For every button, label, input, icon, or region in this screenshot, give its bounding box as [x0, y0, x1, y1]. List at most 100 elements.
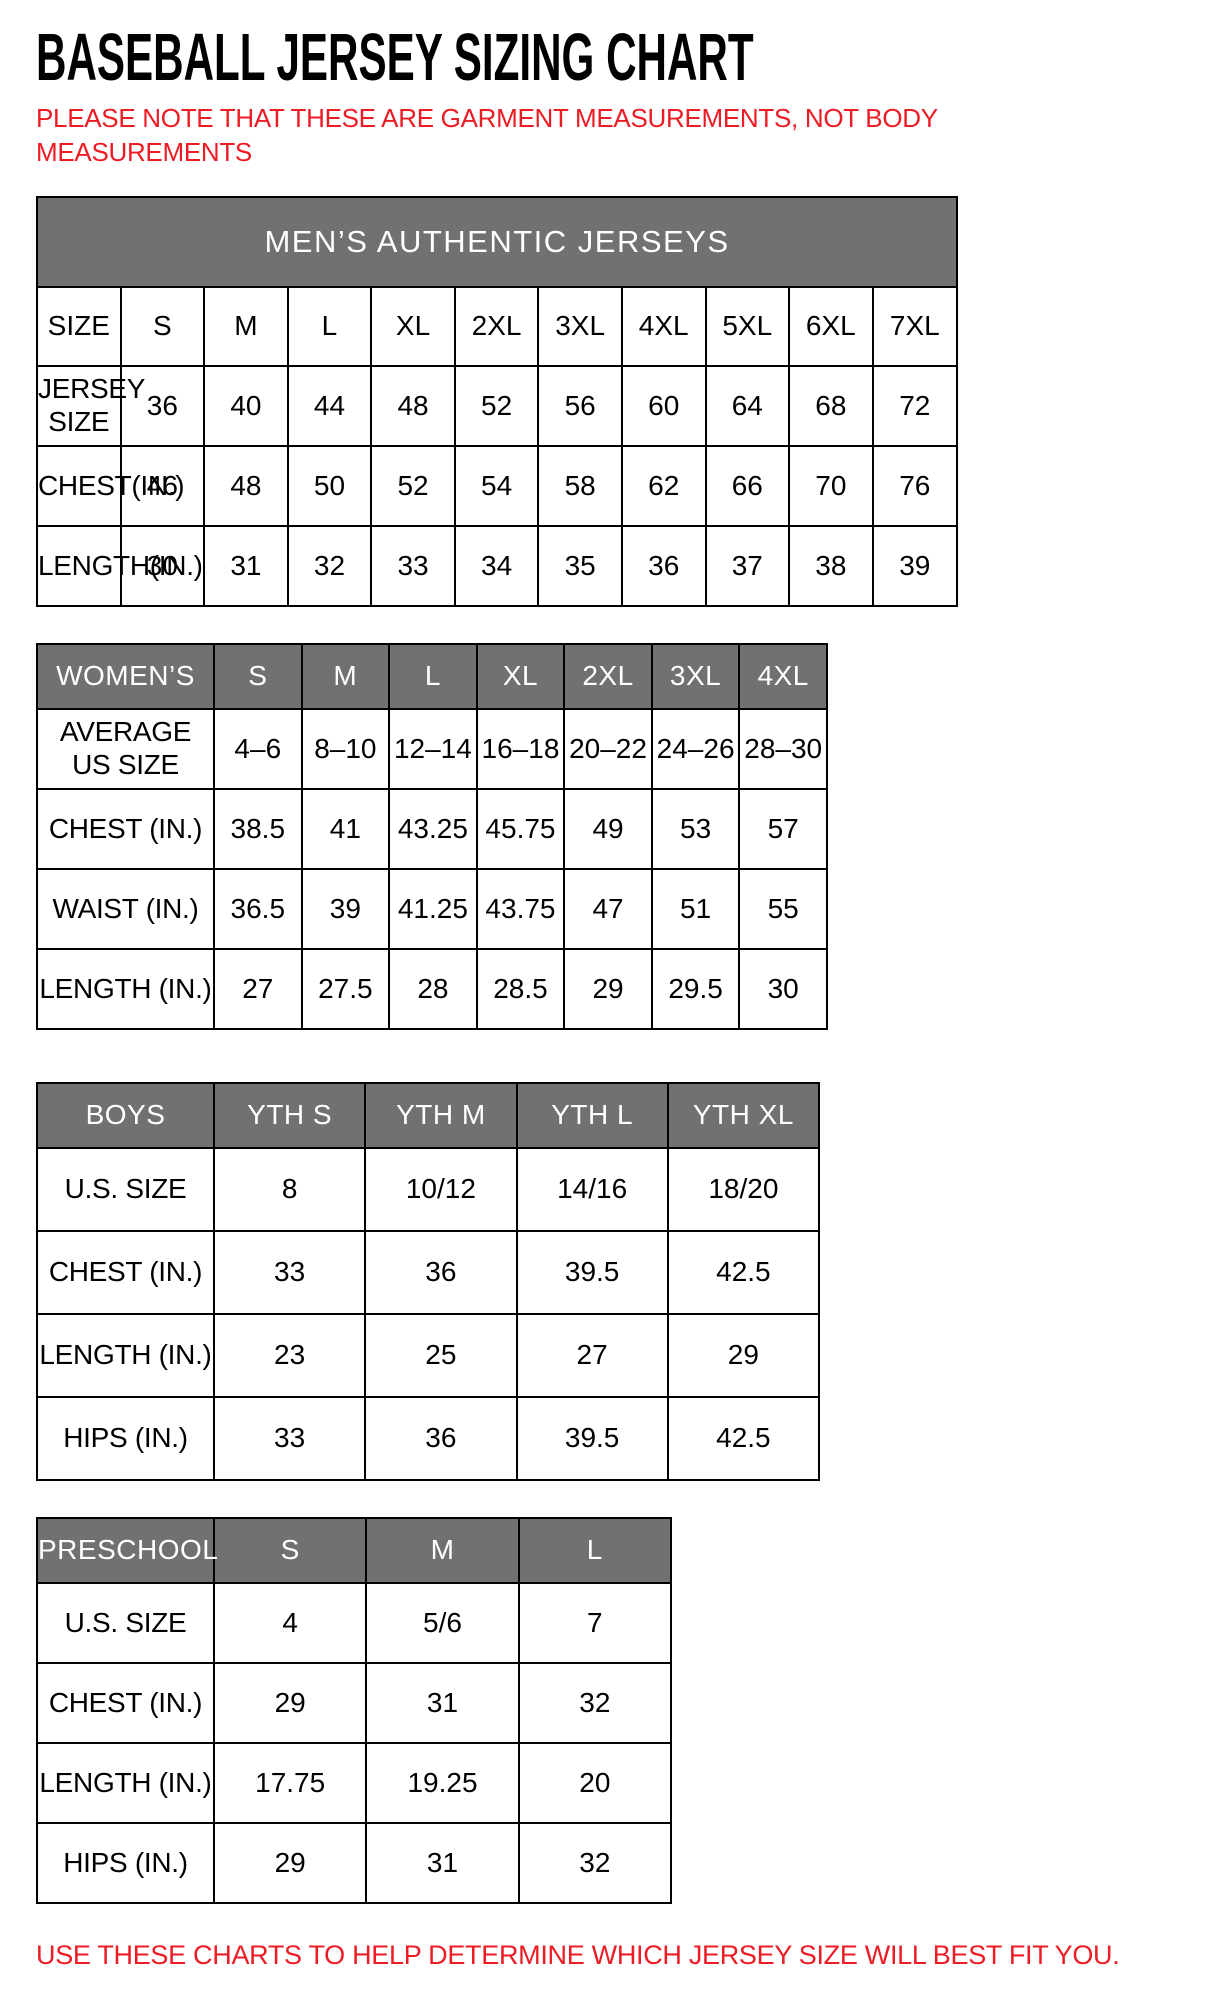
- preschool-row-label: CHEST (IN.): [36, 1661, 215, 1744]
- boys-value-cell: 18/20: [666, 1146, 821, 1232]
- womens-sizing-table-container: WOMEN’S S M L XL 2XL 3XL 4XL AVERAGE US SIZE 4–6 8…: [36, 642, 1190, 1030]
- boys-value-cell: 10/12: [364, 1146, 518, 1232]
- mens-value-cell: 32: [286, 524, 373, 607]
- mens-value-cell: 72: [871, 364, 959, 447]
- preschool-row-label: HIPS (IN.): [36, 1821, 215, 1904]
- mens-value-cell: 36: [620, 524, 707, 607]
- womens-column-header: 3XL: [650, 642, 741, 710]
- mens-value-cell: 30: [119, 524, 206, 607]
- womens-value-cell: 29.5: [650, 947, 741, 1030]
- boys-value-cell: 33: [212, 1229, 367, 1315]
- womens-table-title: WOMEN’S: [36, 642, 215, 710]
- mens-column-header: L: [286, 285, 373, 367]
- boys-value-cell: 8: [212, 1146, 367, 1232]
- preschool-value-cell: 17.75: [212, 1741, 368, 1824]
- womens-column-header: XL: [475, 642, 566, 710]
- womens-value-cell: 8–10: [300, 707, 391, 790]
- preschool-value-cell: 4: [212, 1581, 368, 1664]
- mens-value-cell: 66: [704, 444, 791, 527]
- mens-sizing-table-container: MEN’S AUTHENTIC JERSEYS SIZE S M L XL 2XL 3XL 4X…: [36, 195, 1190, 607]
- womens-column-header: 2XL: [563, 642, 653, 710]
- fit-advice-footer: USE THESE CHARTS TO HELP DETERMINE WHICH…: [36, 1939, 1120, 1970]
- mens-size-row-label: SIZE: [36, 285, 122, 367]
- womens-value-cell: 29: [563, 947, 653, 1030]
- mens-column-header: 3XL: [537, 285, 623, 367]
- preschool-column-header: S: [212, 1516, 368, 1584]
- preschool-value-cell: 32: [517, 1821, 673, 1904]
- preschool-table-title: PRESCHOOL: [36, 1516, 218, 1584]
- mens-value-cell: 62: [620, 444, 707, 527]
- womens-value-cell: 45.75: [475, 787, 566, 870]
- mens-column-header: M: [203, 285, 289, 367]
- womens-value-cell: 27.5: [300, 947, 391, 1030]
- mens-value-cell: 70: [788, 444, 874, 527]
- mens-value-cell: 46: [119, 444, 206, 527]
- mens-value-cell: 38: [788, 524, 874, 607]
- preschool-value-cell: 7: [517, 1581, 673, 1664]
- mens-column-header: 4XL: [620, 285, 707, 367]
- boys-value-cell: 27: [515, 1312, 669, 1398]
- womens-column-header: 4XL: [738, 642, 828, 710]
- boys-value-cell: 42.5: [666, 1395, 821, 1481]
- womens-value-cell: 36.5: [213, 867, 303, 950]
- preschool-value-cell: 29: [212, 1661, 368, 1744]
- mens-value-cell: 40: [203, 364, 289, 447]
- mens-column-header: 6XL: [788, 285, 874, 367]
- boys-value-cell: 39.5: [515, 1229, 669, 1315]
- womens-row-label: CHEST (IN.): [36, 787, 215, 870]
- preschool-sizing-table-container: PRESCHOOL S M L U.S. SIZE 4 5/6 7 CHEST (IN.) 29 3…: [36, 1516, 1190, 1904]
- mens-column-header: 5XL: [704, 285, 791, 367]
- womens-value-cell: 12–14: [388, 707, 478, 790]
- boys-column-header: YTH S: [212, 1081, 367, 1149]
- mens-column-header: 7XL: [871, 285, 959, 367]
- womens-value-cell: 28.5: [475, 947, 566, 1030]
- mens-column-header: XL: [370, 285, 456, 367]
- preschool-row-label: LENGTH (IN.): [36, 1741, 215, 1824]
- womens-value-cell: 57: [738, 787, 828, 870]
- mens-value-cell: 48: [370, 364, 456, 447]
- mens-value-cell: 37: [704, 524, 791, 607]
- boys-sizing-table-container: BOYS YTH S YTH M YTH L YTH XL U.S. SIZE 8 10/12…: [36, 1081, 1190, 1481]
- womens-value-cell: 24–26: [650, 707, 741, 790]
- womens-column-header: L: [388, 642, 478, 710]
- preschool-value-cell: 19.25: [365, 1741, 520, 1824]
- preschool-column-header: L: [517, 1516, 673, 1584]
- mens-value-cell: 33: [370, 524, 456, 607]
- mens-row-label: CHEST(IN.): [36, 444, 185, 527]
- mens-value-cell: 39: [871, 524, 959, 607]
- boys-value-cell: 36: [364, 1395, 518, 1481]
- womens-value-cell: 51: [650, 867, 741, 950]
- mens-value-cell: 56: [537, 364, 623, 447]
- mens-value-cell: 35: [537, 524, 623, 607]
- preschool-value-cell: 29: [212, 1821, 368, 1904]
- boys-value-cell: 36: [364, 1229, 518, 1315]
- mens-column-header: S: [119, 285, 206, 367]
- boys-value-cell: 39.5: [515, 1395, 669, 1481]
- womens-value-cell: 16–18: [475, 707, 566, 790]
- womens-value-cell: 20–22: [563, 707, 653, 790]
- boys-value-cell: 42.5: [666, 1229, 821, 1315]
- mens-row-label: LENGTH(IN.): [36, 524, 203, 607]
- mens-value-cell: 54: [453, 444, 540, 527]
- womens-value-cell: 43.75: [475, 867, 566, 950]
- womens-value-cell: 28–30: [738, 707, 828, 790]
- mens-row-label: JERSEY SIZE: [36, 364, 145, 447]
- mens-value-cell: 50: [286, 444, 373, 527]
- mens-sizing-table: MEN’S AUTHENTIC JERSEYS SIZE S M L XL 2XL 3XL 4X…: [36, 195, 959, 607]
- mens-value-cell: 36: [119, 364, 206, 447]
- boys-column-header: YTH XL: [666, 1081, 821, 1149]
- womens-value-cell: 53: [650, 787, 741, 870]
- boys-sizing-table: BOYS YTH S YTH M YTH L YTH XL U.S. SIZE 8 10/12…: [36, 1081, 821, 1481]
- boys-row-label: HIPS (IN.): [36, 1395, 215, 1481]
- preschool-value-cell: 31: [365, 1661, 520, 1744]
- boys-value-cell: 29: [666, 1312, 821, 1398]
- mens-value-cell: 60: [620, 364, 707, 447]
- womens-row-label: WAIST (IN.): [36, 867, 215, 950]
- womens-value-cell: 27: [213, 947, 303, 1030]
- mens-value-cell: 31: [203, 524, 289, 607]
- boys-column-header: YTH L: [515, 1081, 669, 1149]
- boys-row-label: U.S. SIZE: [36, 1146, 215, 1232]
- womens-value-cell: 55: [738, 867, 828, 950]
- preschool-row-label: U.S. SIZE: [36, 1581, 215, 1664]
